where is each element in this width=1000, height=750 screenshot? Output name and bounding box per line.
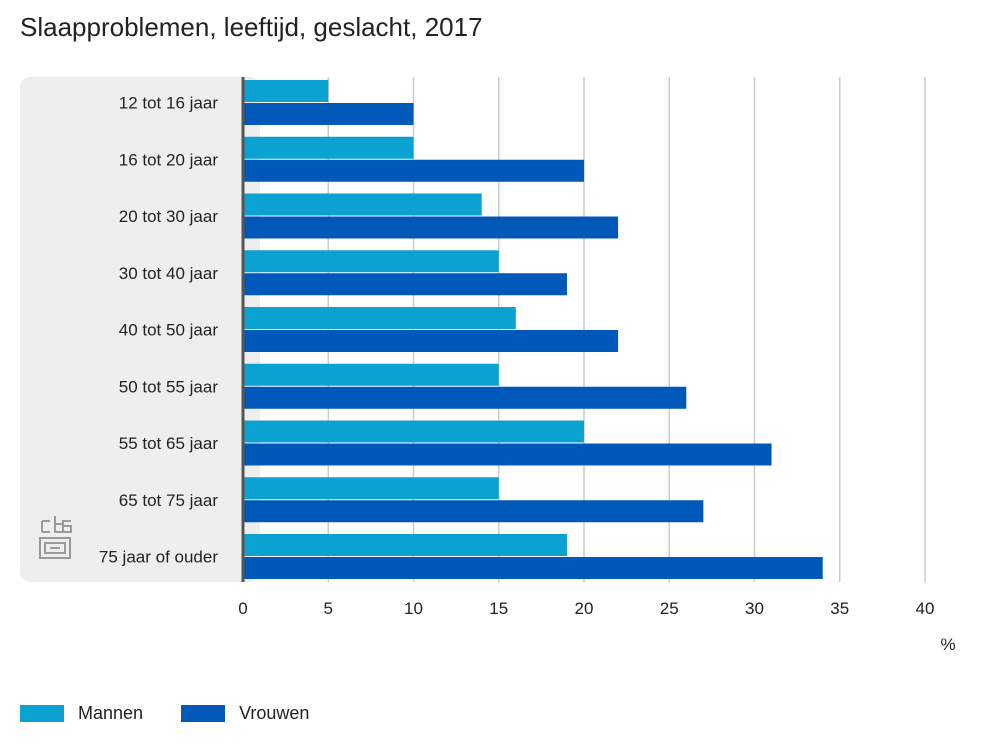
x-tick-label-15: 15 [489,599,508,618]
category-label-20-tot-30-jaar: 20 tot 30 jaar [119,207,219,226]
cbs-logo [39,516,72,559]
bar-mannen-75-jaar-of-ouder [243,534,567,556]
category-label-16-tot-20-jaar: 16 tot 20 jaar [119,150,219,169]
legend-item-mannen: Mannen [20,703,143,724]
x-tick-label-10: 10 [404,599,423,618]
bar-vrouwen-75-jaar-of-ouder [243,557,823,579]
bars [243,80,823,579]
bar-mannen-65-tot-75-jaar [243,477,499,500]
legend-swatch-mannen [20,705,64,722]
x-tick-label-35: 35 [830,599,849,618]
x-tick-label-0: 0 [238,599,247,618]
category-label-12-tot-16-jaar: 12 tot 16 jaar [119,94,219,113]
chart-title: Slaapproblemen, leeftijd, geslacht, 2017 [20,12,483,42]
category-label-30-tot-40-jaar: 30 tot 40 jaar [119,264,219,283]
bar-mannen-55-tot-65-jaar [243,420,584,443]
bar-vrouwen-50-tot-55-jaar [243,386,687,409]
bar-mannen-16-tot-20-jaar [243,136,414,159]
x-tick-label-30: 30 [745,599,764,618]
category-labels: 12 tot 16 jaar 16 tot 20 jaar 20 tot 30 ja… [99,94,218,567]
bar-vrouwen-40-tot-50-jaar [243,330,619,352]
bar-vrouwen-55-tot-65-jaar [243,443,772,466]
bar-vrouwen-65-tot-75-jaar [243,500,704,523]
bar-mannen-12-tot-16-jaar [243,80,329,102]
bar-vrouwen-20-tot-30-jaar [243,216,619,239]
category-label-40-tot-50-jaar: 40 tot 50 jaar [119,321,219,340]
category-label-75-jaar-of-ouder: 75 jaar of ouder [99,548,218,567]
x-tick-label-40: 40 [916,599,935,618]
bar-vrouwen-30-tot-40-jaar [243,273,567,296]
legend-label-vrouwen: Vrouwen [239,703,310,723]
bar-vrouwen-12-tot-16-jaar [243,103,414,125]
category-panel [20,77,260,582]
x-tick-label-20: 20 [575,599,594,618]
bar-mannen-30-tot-40-jaar [243,250,499,273]
bar-vrouwen-16-tot-20-jaar [243,159,584,182]
legend-item-vrouwen: Vrouwen [181,703,309,724]
bar-mannen-40-tot-50-jaar [243,307,516,329]
category-label-65-tot-75-jaar: 65 tot 75 jaar [119,491,219,510]
bar-mannen-20-tot-30-jaar [243,193,482,216]
category-label-50-tot-55-jaar: 50 tot 55 jaar [119,377,219,396]
legend: Mannen Vrouwen [20,703,347,724]
bar-mannen-50-tot-55-jaar [243,363,499,386]
legend-label-mannen: Mannen [78,703,144,723]
x-tick-labels: 0 5 10 15 20 25 30 35 40 [238,599,934,618]
x-tick-label-5: 5 [324,599,333,618]
category-label-55-tot-65-jaar: 55 tot 65 jaar [119,434,219,453]
legend-swatch-vrouwen [181,705,226,722]
x-tick-label-25: 25 [660,599,679,618]
x-axis-label: % [940,635,955,654]
